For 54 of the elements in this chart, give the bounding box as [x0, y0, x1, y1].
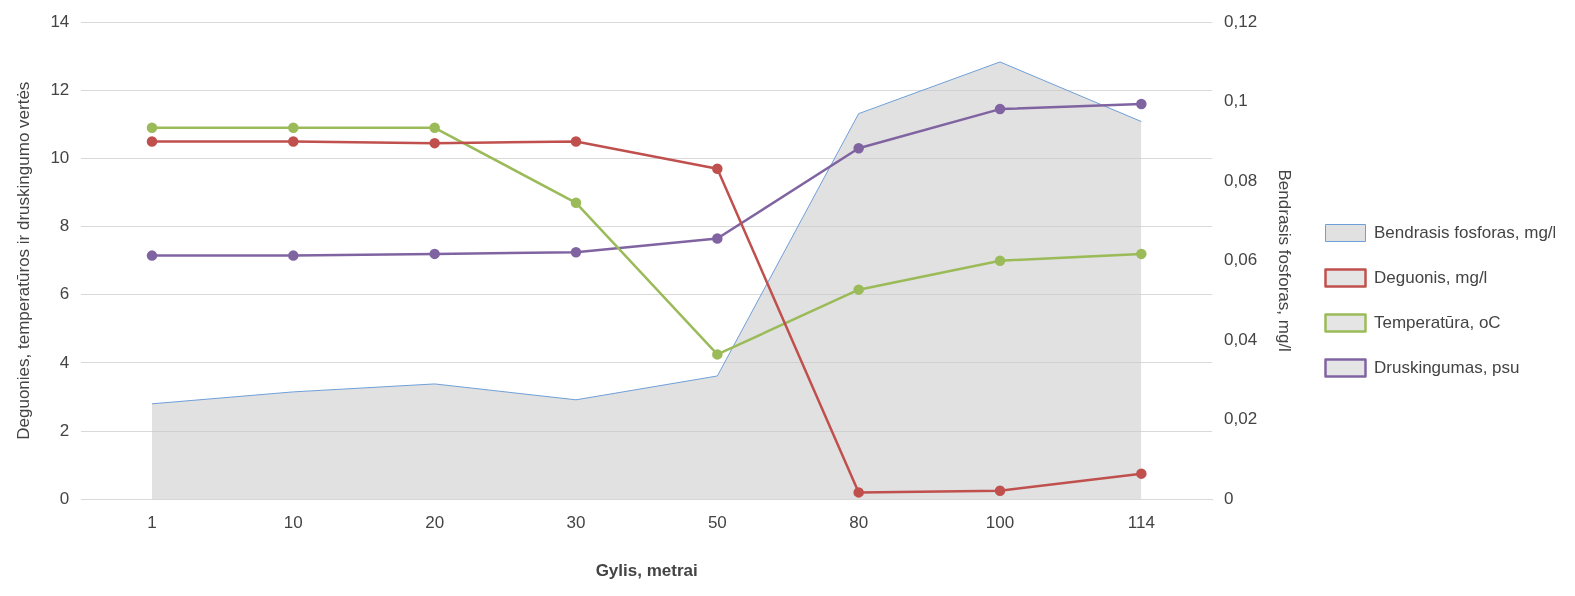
x-tick-label: 80 — [849, 513, 869, 533]
point — [288, 250, 299, 261]
point — [570, 136, 582, 147]
x-tick-label: 30 — [566, 513, 586, 533]
y2-tick-label: 0,12 — [1224, 11, 1258, 31]
point — [570, 246, 582, 258]
point — [1136, 248, 1147, 260]
y2-tick-label: 0,06 — [1224, 250, 1258, 270]
point — [1136, 98, 1147, 110]
y-tick-label: 4 — [59, 352, 70, 372]
y-tick-label: 8 — [59, 216, 70, 236]
x-axis-title: Gylis, metrai — [595, 561, 698, 581]
y-tick-label: 0 — [59, 488, 70, 508]
x-tick-label: 114 — [1127, 513, 1155, 533]
point — [429, 137, 440, 149]
y-tick-label: 14 — [50, 11, 70, 31]
y-tick-label: 6 — [59, 284, 70, 304]
point — [288, 122, 299, 134]
point — [570, 197, 582, 209]
point — [288, 136, 299, 147]
legend-label: Druskingumas, psu — [1374, 357, 1520, 377]
y2-tick-label: 0,1 — [1224, 91, 1248, 111]
legend-label: Bendrasis fosforas, mg/l — [1374, 222, 1557, 242]
point — [146, 122, 158, 134]
legend-label: Deguonis, mg/l — [1374, 267, 1488, 287]
x-tick-label: 50 — [707, 513, 727, 533]
point — [146, 250, 158, 261]
y-tick-label: 2 — [59, 420, 70, 440]
point — [712, 349, 723, 360]
y-tick-label: 12 — [50, 80, 70, 100]
x-tick-label: 10 — [283, 513, 303, 533]
legend-label: Temperatūra, oC — [1374, 312, 1501, 332]
point — [994, 103, 1006, 115]
point — [994, 255, 1006, 266]
point — [429, 248, 440, 260]
point — [429, 122, 440, 134]
y2-tick-label: 0,08 — [1224, 170, 1258, 190]
point — [994, 485, 1006, 496]
x-tick-label: 20 — [425, 513, 445, 533]
y-axis-title: Deguonies, temperatūros ir druskingumo vertės — [13, 81, 33, 440]
x-tick-label: 1 — [147, 513, 157, 533]
point — [853, 487, 864, 498]
x-tick-label: 100 — [985, 513, 1015, 533]
y2-axis-title: Bendrasis fosforas, mg/l — [1274, 169, 1294, 352]
point — [853, 143, 864, 154]
y-tick-label: 10 — [50, 148, 70, 168]
y2-tick-label: 0,04 — [1224, 329, 1258, 349]
point — [1136, 468, 1147, 479]
y2-tick-label: 0,02 — [1224, 409, 1258, 429]
y2-tick-label: 0 — [1224, 488, 1234, 508]
point — [853, 284, 864, 295]
point — [146, 136, 158, 147]
point — [712, 233, 723, 244]
point — [712, 163, 723, 174]
